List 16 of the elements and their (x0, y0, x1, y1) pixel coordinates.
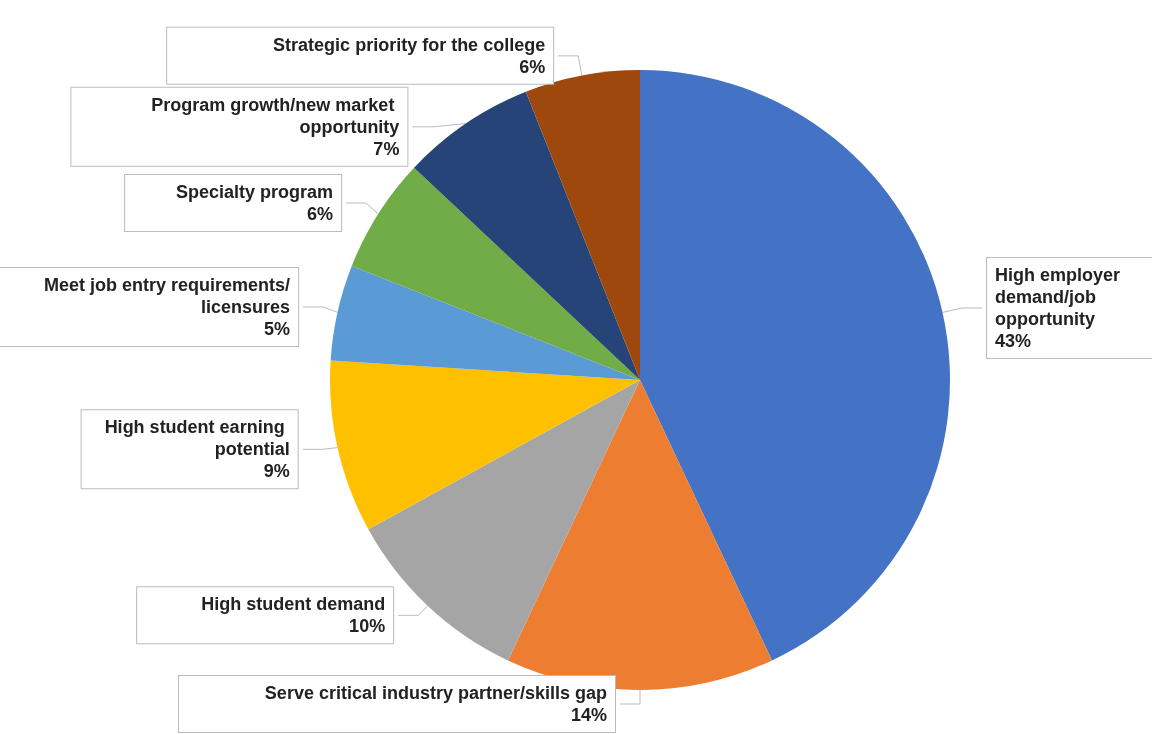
slice-label: Serve critical industry partner/skills gap (264, 683, 607, 703)
data-label: 43% (995, 331, 1032, 352)
data-label: 9% (263, 461, 290, 482)
data-label: 10% (349, 616, 386, 637)
slice-label: Specialty program (176, 182, 334, 203)
data-label: 14% (570, 705, 607, 725)
slice-label: High student demand (201, 594, 386, 615)
data-label: 6% (519, 56, 546, 77)
slice-label: Strategic priority for the college (273, 34, 546, 55)
slice-label: Meet job entry requirements/licensures (44, 274, 291, 317)
data-label: 5% (264, 318, 291, 339)
data-label: 6% (307, 204, 334, 225)
slice-label: Program growth/new market opportunity (151, 94, 400, 137)
slice-label: High student earning potential (104, 417, 290, 460)
data-label: 7% (373, 138, 400, 159)
slice-label: High employer demand/job opportunity (995, 265, 1126, 330)
